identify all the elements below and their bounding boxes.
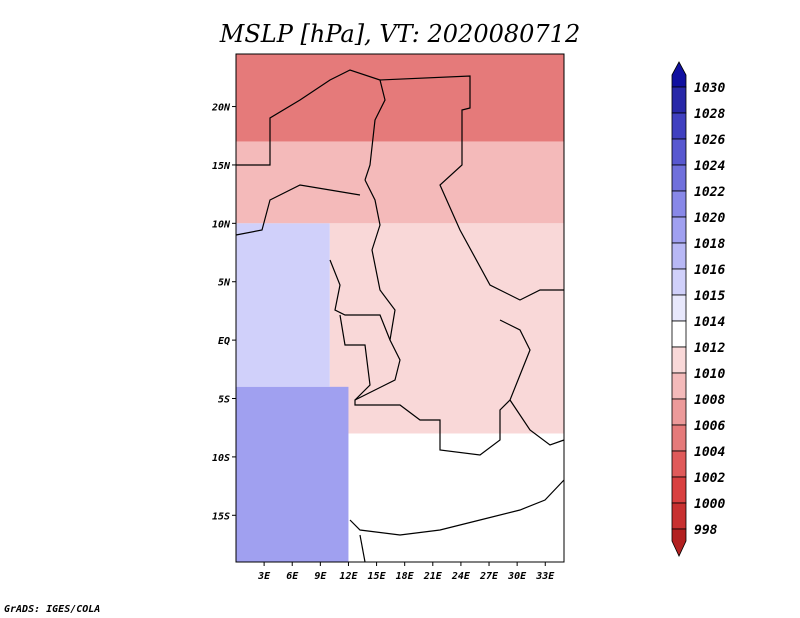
- grads-credit: GrADS: IGES/COLA: [4, 604, 101, 615]
- x-tick-label: 15E: [368, 571, 387, 582]
- colorbar-label: 1012: [694, 341, 725, 356]
- chart-title: MSLP [hPa], VT: 2020080712: [219, 20, 580, 48]
- pressure-region-3: [310, 433, 564, 527]
- y-axis: 20N 15N 10N 5N EQ 5S 10S 15S: [211, 103, 236, 522]
- colorbar-swatch: [671, 346, 687, 374]
- border-line-5: [339, 314, 371, 401]
- colorbar-top-arrow: [671, 61, 687, 88]
- colorbar-swatch: [671, 216, 687, 244]
- x-tick-label: 24E: [451, 571, 471, 582]
- x-axis: 3E 6E 9E 12E 15E 18E 21E 24E 27E 30E 33E: [257, 562, 555, 582]
- colorbar-swatch: [671, 476, 687, 504]
- colorbar-label: 998: [694, 523, 718, 538]
- colorbar-label: 1030: [694, 81, 725, 96]
- y-tick-label: EQ: [218, 336, 230, 347]
- y-tick-label: 5S: [218, 395, 230, 406]
- colorbar-swatch: [671, 294, 687, 322]
- colorbar-swatch: [671, 164, 687, 192]
- colorbar-swatch: [671, 398, 687, 426]
- x-tick-label: 3E: [257, 571, 271, 582]
- x-tick-label: 9E: [314, 571, 327, 582]
- y-tick-label: 15N: [212, 161, 231, 172]
- border-line-3: [235, 184, 361, 236]
- colorbar-label: 1016: [694, 263, 725, 278]
- colorbar-swatch: [671, 86, 687, 114]
- border-line-8: [359, 534, 366, 563]
- colorbar-swatch: [671, 190, 687, 218]
- colorbar-label: 1000: [694, 497, 725, 512]
- colorbar-bottom-arrow: [671, 528, 687, 557]
- pressure-region-4: [236, 223, 330, 387]
- colorbar-swatch: [671, 112, 687, 140]
- border-line-0: [236, 69, 386, 181]
- x-tick-label: 33E: [535, 571, 555, 582]
- y-tick-label: 10N: [212, 219, 231, 230]
- x-tick-label: 21E: [423, 571, 443, 582]
- colorbar-label: 1015: [694, 289, 725, 304]
- colorbar-swatch: [671, 268, 687, 296]
- colorbar-label: 1008: [694, 393, 725, 408]
- colorbar-label: 1028: [694, 107, 725, 122]
- colorbar-swatch: [671, 138, 687, 166]
- border-line-1: [379, 75, 564, 301]
- colorbar-swatch: [671, 320, 687, 348]
- map-area: [236, 54, 564, 562]
- map-frame: [235, 53, 565, 563]
- colorbar-swatch: [671, 502, 687, 530]
- colorbar-label: 1002: [694, 471, 725, 486]
- colorbar-label: 1010: [694, 367, 725, 382]
- colorbar-swatch: [671, 242, 687, 270]
- x-tick-label: 6E: [286, 571, 299, 582]
- x-tick-label: 30E: [507, 571, 527, 582]
- border-line-4: [329, 259, 391, 341]
- y-tick-label: 15S: [212, 511, 230, 522]
- pressure-region-0: [236, 54, 564, 142]
- colorbar-label: 1018: [694, 237, 725, 252]
- colorbar: 1030 1028 1026 1024 1022 1020 1018 1016 1015 1014…: [671, 61, 725, 557]
- colorbar-label: 1006: [694, 419, 725, 434]
- colorbar-swatch: [671, 372, 687, 400]
- colorbar-swatch: [671, 424, 687, 452]
- colorbar-label: 1024: [694, 159, 725, 174]
- y-tick-label: 10S: [212, 453, 230, 464]
- colorbar-swatch: [671, 450, 687, 478]
- country-borders: [235, 69, 565, 563]
- x-tick-label: 18E: [396, 571, 415, 582]
- x-tick-label: 27E: [479, 571, 499, 582]
- y-tick-label: 5N: [218, 278, 231, 289]
- colorbar-label: 1004: [694, 445, 725, 460]
- pressure-region-2: [329, 223, 564, 434]
- colorbar-label: 1014: [694, 315, 725, 330]
- colorbar-label: 1022: [694, 185, 725, 200]
- border-line-7: [499, 319, 565, 446]
- pressure-region-5: [236, 386, 349, 562]
- colorbar-label: 1026: [694, 133, 725, 148]
- y-tick-label: 20N: [211, 103, 231, 114]
- border-line-6: [349, 479, 565, 536]
- pressure-region-1: [236, 141, 564, 224]
- colorbar-label: 1020: [694, 211, 725, 226]
- x-tick-label: 12E: [339, 571, 358, 582]
